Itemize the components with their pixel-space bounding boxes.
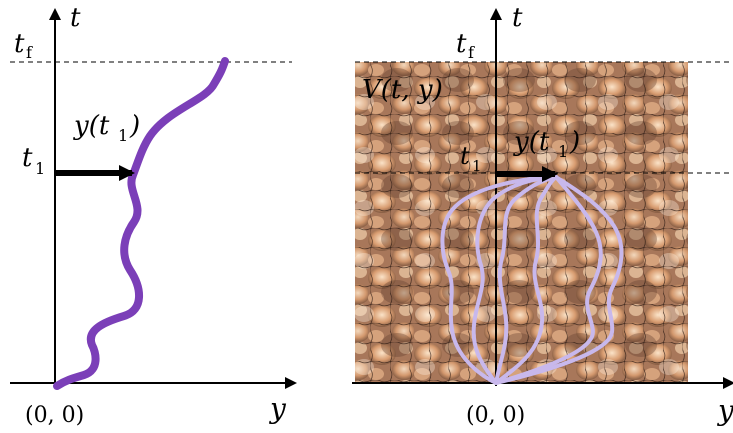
left-trajectory — [53, 57, 229, 390]
svg-text:): ) — [569, 127, 580, 157]
svg-text:t: t — [460, 142, 470, 170]
right-t-axis-label: t — [512, 3, 523, 33]
svg-text:f: f — [468, 43, 475, 62]
svg-text:1: 1 — [35, 159, 45, 178]
left-t1-label: t 1 — [22, 143, 45, 178]
trajectory-3 — [494, 175, 558, 385]
svg-text:f: f — [26, 43, 33, 62]
left-y-t1-label: y(t 1 ) — [73, 111, 140, 145]
left-panel: t y t f t 1 y(t 1 ) (0, 0) — [10, 3, 297, 428]
right-panel: t y t f V(t, y) t 1 y(t 1 ) (0, 0) — [352, 3, 733, 428]
trajectory-4 — [494, 175, 558, 385]
svg-text:1: 1 — [472, 157, 482, 175]
right-y-axis-label: y — [716, 394, 733, 427]
right-t1-label: t 1 — [460, 142, 482, 175]
trajectory-5 — [494, 175, 603, 385]
right-origin-label: (0, 0) — [466, 403, 525, 428]
left-t-axis-label: t — [70, 3, 81, 33]
svg-text:t: t — [14, 29, 25, 59]
svg-text:t: t — [22, 143, 33, 173]
left-tf-label: t f — [14, 29, 33, 62]
svg-text:): ) — [129, 111, 140, 141]
right-tf-label: t f — [456, 29, 475, 62]
right-y-t1-label: y(t 1 ) — [513, 127, 580, 161]
svg-text:y(t: y(t — [513, 127, 550, 157]
left-y-axis-label: y — [268, 392, 287, 425]
trajectory-6 — [494, 175, 624, 385]
candidate-trajectories — [440, 175, 624, 385]
trajectory-2 — [471, 175, 558, 385]
left-origin-label: (0, 0) — [25, 403, 84, 428]
svg-text:1: 1 — [558, 142, 568, 161]
trajectory-1 — [440, 175, 558, 385]
svg-text:1: 1 — [118, 126, 128, 145]
potential-surface — [355, 62, 688, 383]
potential-label: V(t, y) — [362, 75, 443, 105]
svg-text:t: t — [456, 29, 467, 59]
svg-text:y(t: y(t — [73, 111, 110, 141]
